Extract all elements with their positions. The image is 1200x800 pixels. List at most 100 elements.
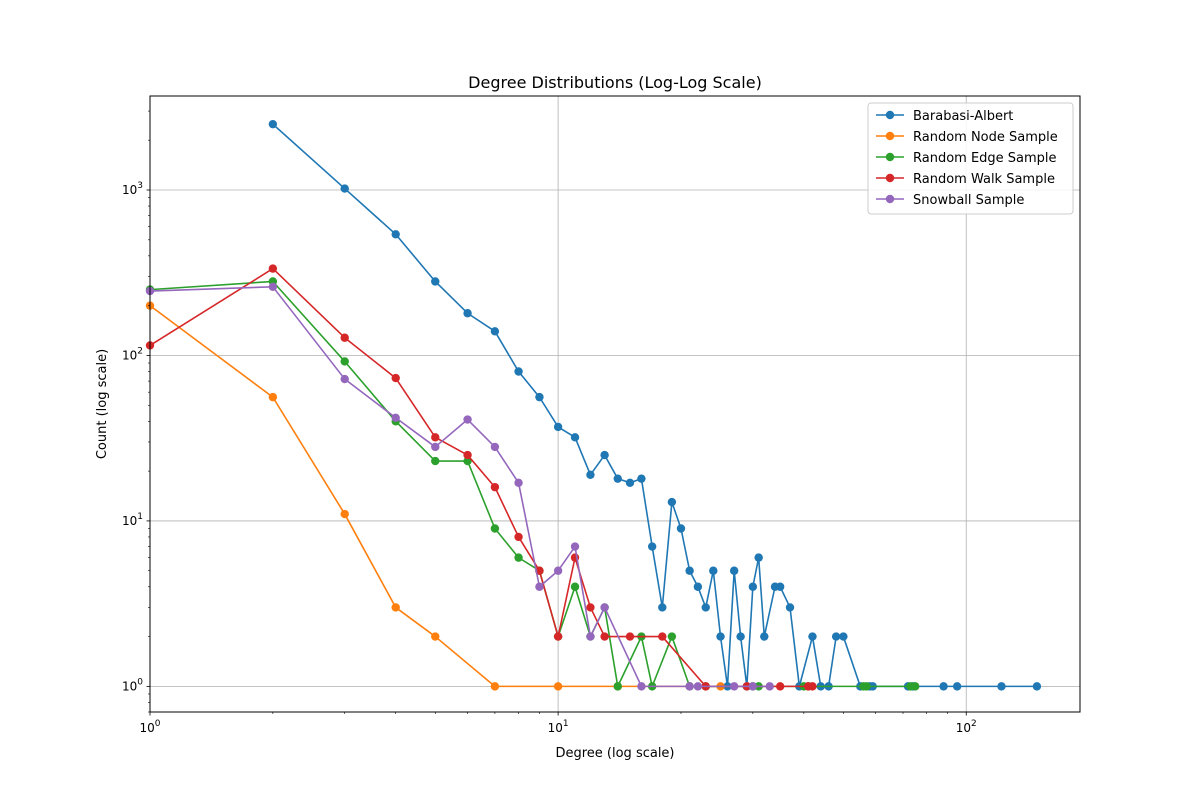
data-point	[340, 357, 349, 366]
data-point	[586, 603, 595, 612]
plot-frame	[149, 95, 1081, 713]
legend-item: Random Edge Sample	[876, 151, 1057, 166]
data-point	[748, 582, 758, 591]
y-tick-label: 100	[122, 677, 143, 693]
data-point	[685, 682, 694, 691]
data-point	[625, 478, 635, 487]
data-point	[431, 632, 440, 641]
data-point	[463, 415, 472, 424]
data-point	[490, 482, 500, 492]
data-point	[570, 542, 580, 551]
series-snowball-sample	[145, 282, 774, 691]
data-point	[637, 474, 646, 483]
data-point	[268, 392, 278, 402]
data-point	[637, 682, 646, 691]
data-point	[716, 632, 725, 641]
data-point	[268, 119, 278, 129]
data-point	[729, 682, 739, 691]
data-point	[514, 532, 523, 542]
data-point	[831, 632, 841, 641]
y-axis-label: Count (log scale)	[95, 349, 110, 459]
legend-swatch-marker	[885, 110, 895, 120]
data-point	[340, 509, 349, 519]
data-point	[431, 277, 440, 286]
data-point	[748, 682, 758, 691]
data-point	[268, 264, 278, 273]
legend-item: Random Node Sample	[876, 130, 1058, 145]
data-point	[463, 456, 472, 466]
data-point	[600, 603, 609, 612]
data-point	[625, 632, 635, 641]
data-point	[754, 553, 763, 562]
data-point	[997, 682, 1006, 691]
legend-item: Snowball Sample	[876, 193, 1024, 208]
data-point	[952, 682, 962, 691]
data-point	[553, 422, 563, 432]
data-point	[729, 566, 739, 575]
data-point	[553, 632, 563, 641]
data-point	[431, 442, 440, 452]
data-point	[553, 682, 563, 691]
axis-ticks: 100 101 102 100 101 102 103	[122, 110, 977, 735]
legend-swatch-marker	[885, 131, 895, 141]
data-point	[490, 442, 500, 452]
data-point	[570, 582, 580, 591]
data-point	[693, 682, 703, 691]
data-point	[647, 542, 657, 551]
data-point	[268, 282, 278, 292]
x-axis-label: Degree (log scale)	[555, 746, 674, 761]
series-random-node-sample	[145, 301, 725, 691]
legend-swatch-marker	[885, 173, 895, 183]
data-point	[391, 603, 400, 612]
data-point	[391, 413, 400, 422]
data-point	[785, 603, 795, 612]
legend-label: Random Node Sample	[913, 130, 1058, 145]
data-point	[535, 582, 544, 591]
x-tick-label: 101	[548, 719, 569, 735]
data-point	[667, 632, 677, 641]
data-point	[613, 474, 622, 483]
data-point	[340, 184, 349, 193]
data-point	[431, 433, 440, 442]
data-point	[775, 682, 785, 691]
data-point	[939, 682, 948, 691]
series-random-walk-sample	[145, 264, 817, 691]
x-tick-label: 100	[139, 719, 160, 735]
data-point	[676, 524, 686, 533]
data-point	[600, 450, 609, 460]
data-point	[808, 682, 817, 691]
legend-label: Snowball Sample	[913, 193, 1024, 208]
y-tick-label: 103	[122, 181, 143, 197]
data-point	[658, 603, 667, 612]
data-point	[736, 632, 745, 641]
data-point	[658, 632, 667, 641]
data-point	[391, 230, 400, 239]
data-point	[463, 450, 472, 460]
data-point	[911, 682, 920, 691]
data-point	[490, 524, 500, 533]
data-point	[808, 632, 817, 641]
x-tick-label: 102	[956, 719, 977, 735]
data-point	[340, 333, 349, 342]
series-layer	[145, 119, 1042, 691]
legend-label: Random Edge Sample	[913, 151, 1057, 166]
legend-label: Random Walk Sample	[913, 172, 1055, 187]
data-point	[586, 632, 595, 641]
data-point	[391, 373, 400, 383]
data-point	[862, 682, 871, 691]
legend-swatch-marker	[885, 152, 895, 162]
data-point	[667, 497, 677, 507]
data-point	[701, 603, 710, 612]
data-point	[514, 367, 523, 376]
data-point	[775, 582, 785, 591]
data-point	[553, 566, 563, 575]
data-point	[463, 309, 472, 318]
legend: Barabasi-Albert Random Node Sample Random …	[867, 102, 1074, 215]
data-point	[535, 392, 544, 402]
data-point	[613, 682, 622, 691]
chart-title: Degree Distributions (Log-Log Scale)	[468, 73, 762, 92]
data-point	[600, 632, 609, 641]
y-tick-label: 101	[122, 512, 143, 528]
data-point	[685, 566, 694, 575]
data-point	[1032, 682, 1042, 691]
